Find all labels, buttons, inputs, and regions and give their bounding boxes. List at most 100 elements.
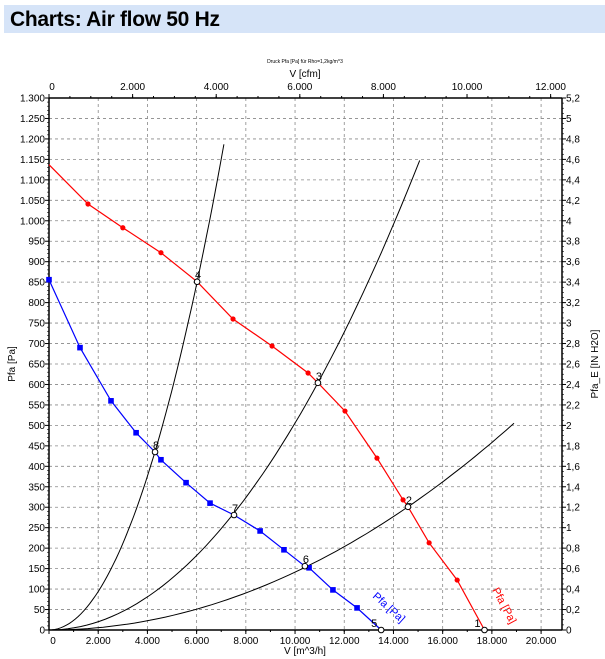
- y2-tick-label: 3,6: [566, 257, 580, 268]
- y-tick-label: 1.050: [20, 196, 45, 207]
- operating-point-label: 1: [474, 618, 480, 630]
- system-curve-system-3: [48, 160, 421, 631]
- data-point-red: [400, 497, 406, 503]
- y2-tick-label: 1: [566, 523, 572, 534]
- y2-tick-label: 4,2: [566, 196, 580, 207]
- y-tick-label: 850: [28, 278, 45, 289]
- x2-tick-label: 0: [49, 82, 55, 93]
- y-tick-label: 800: [28, 298, 45, 309]
- y2-tick-label: 3,4: [566, 278, 580, 289]
- x-tick-label: 20.000: [526, 636, 557, 647]
- y-tick-label: 1.100: [20, 175, 45, 186]
- system-curve-system-4: [48, 144, 225, 631]
- operating-point-4: [193, 278, 201, 286]
- x2-tick-label: 4.000: [204, 82, 229, 93]
- y-tick-label: 1.300: [20, 94, 45, 105]
- x-tick-label: 16.000: [427, 636, 458, 647]
- data-point-blue: [46, 276, 52, 283]
- x-tick-label: 2.000: [86, 636, 111, 647]
- data-point-blue: [77, 344, 83, 351]
- x-tick-label: 14.000: [378, 636, 409, 647]
- x2-tick-label: 8.000: [371, 82, 396, 93]
- x-tick-label: 12.000: [329, 636, 360, 647]
- x-tick-label: 18.000: [477, 636, 508, 647]
- y-tick-label: 150: [28, 564, 45, 575]
- data-point-blue: [281, 546, 287, 553]
- y2-tick-label: 0: [566, 626, 572, 637]
- y-tick-label: 250: [28, 523, 45, 534]
- y-tick-label: 100: [28, 585, 45, 596]
- data-point-red: [305, 370, 311, 376]
- x-tick-label: 0: [50, 636, 56, 647]
- y-tick-label: 1.200: [20, 134, 45, 145]
- data-point-blue: [354, 605, 360, 611]
- data-point-blue: [158, 456, 164, 463]
- x2-tick-label: 2.000: [120, 82, 145, 93]
- y-tick-label: 500: [28, 421, 45, 432]
- x-tick-label: 6.000: [184, 636, 209, 647]
- y-axis-label: Pfa [Pa]: [7, 346, 18, 382]
- top-axis-label: V [cfm]: [289, 69, 320, 80]
- y-tick-label: 750: [28, 319, 45, 330]
- operating-point-1: [481, 626, 488, 634]
- y2-tick-label: 3,8: [566, 237, 580, 248]
- y2-axis-label: Pfa_E [IN H2O]: [590, 329, 601, 398]
- data-point-blue: [330, 587, 336, 593]
- y-tick-label: 0: [39, 626, 45, 637]
- data-point-blue: [257, 528, 263, 534]
- y2-tick-label: 2,2: [566, 400, 580, 411]
- y2-tick-label: 2,4: [566, 380, 580, 391]
- data-point-red: [158, 250, 164, 256]
- data-point-blue: [133, 429, 139, 436]
- operating-point-7: [230, 511, 238, 519]
- operating-point-label: 7: [232, 503, 238, 515]
- y-tick-label: 650: [28, 360, 45, 371]
- y2-tick-label: 3,2: [566, 298, 580, 309]
- data-point-blue: [207, 500, 213, 506]
- operating-point-3: [314, 379, 322, 387]
- x-tick-label: 8.000: [233, 636, 258, 647]
- data-point-red: [374, 455, 380, 461]
- y2-tick-label: 1,4: [566, 482, 580, 493]
- data-point-blue: [108, 398, 114, 404]
- y-tick-label: 700: [28, 339, 45, 350]
- page-title: Charts: Air flow 50 Hz: [10, 8, 220, 31]
- y2-tick-label: 5: [566, 114, 572, 125]
- y2-tick-label: 1,6: [566, 462, 580, 473]
- y-tick-label: 1.150: [20, 155, 45, 166]
- x-tick-label: 4.000: [135, 636, 160, 647]
- y-tick-label: 350: [28, 482, 45, 493]
- operating-point-2: [404, 503, 412, 511]
- y-tick-label: 300: [28, 503, 45, 514]
- data-point-red: [230, 316, 236, 322]
- x-tick-label: 10.000: [280, 636, 311, 647]
- y2-tick-label: 4,8: [566, 134, 580, 145]
- data-point-red: [342, 408, 348, 414]
- y2-tick-label: 2,8: [566, 339, 580, 350]
- y-tick-label: 1.000: [20, 216, 45, 227]
- y-tick-label: 50: [34, 605, 46, 616]
- x-axis-label: V [m^3/h]: [284, 646, 326, 657]
- operating-point-label: 6: [303, 554, 309, 566]
- y2-tick-label: 3: [566, 319, 572, 330]
- y-tick-label: 600: [28, 380, 45, 391]
- y-tick-label: 200: [28, 544, 45, 555]
- operating-point-label: 5: [371, 618, 377, 630]
- x2-tick-label: 6.000: [287, 82, 312, 93]
- y-tick-label: 950: [28, 237, 45, 248]
- data-point-red: [120, 225, 126, 231]
- y2-tick-label: 4,4: [566, 175, 580, 186]
- data-point-red: [269, 343, 275, 349]
- data-point-red: [454, 577, 460, 583]
- data-point-blue: [183, 479, 189, 486]
- y-tick-label: 550: [28, 400, 45, 411]
- y2-tick-label: 1,8: [566, 441, 580, 452]
- y-tick-label: 450: [28, 441, 45, 452]
- operating-point-label: 8: [153, 440, 159, 452]
- y2-tick-label: 2,6: [566, 360, 580, 371]
- y2-tick-label: 2: [566, 421, 572, 432]
- operating-point-label: 2: [406, 495, 412, 507]
- data-point-red: [426, 540, 432, 546]
- y2-tick-label: 0,4: [566, 585, 580, 596]
- operating-point-5: [377, 626, 385, 634]
